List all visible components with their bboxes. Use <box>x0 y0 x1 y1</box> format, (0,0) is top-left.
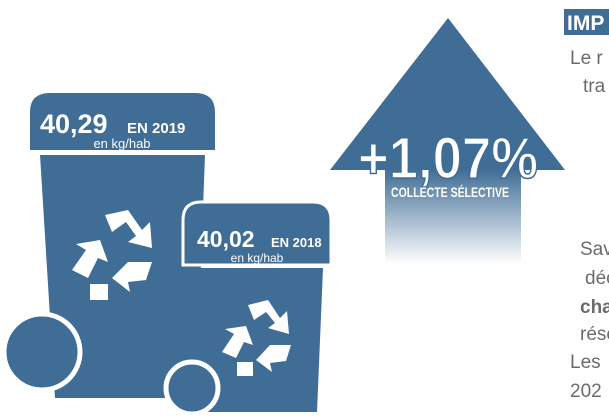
side-line: tra <box>583 76 606 97</box>
side-line: déc <box>585 268 609 289</box>
heading-box <box>564 9 609 35</box>
growth-label: COLLECTE SÉLECTIVE <box>391 184 509 200</box>
bin-2019-unit: en kg/hab <box>93 136 150 151</box>
growth-value: +1,07% <box>358 126 538 191</box>
bin-2019-year: EN 2019 <box>127 120 185 137</box>
bin-2018-value: 40,02 <box>197 226 255 252</box>
side-line: Sav <box>580 239 609 260</box>
recycle-icon <box>222 300 291 376</box>
side-line: 202 <box>570 381 602 402</box>
arrow <box>330 18 565 264</box>
bin-2018 <box>163 200 333 417</box>
bin-2018-year: EN 2018 <box>271 235 322 250</box>
side-heading: IMP <box>567 12 604 35</box>
side-line: rése <box>580 324 609 345</box>
bin-2018-unit: en kg/hab <box>231 251 284 265</box>
side-line: Le r <box>570 48 603 69</box>
recycle-icon <box>72 210 152 300</box>
bin-2019-value: 40,29 <box>40 109 108 139</box>
side-line: Les <box>570 352 601 373</box>
side-line: cha <box>580 297 609 318</box>
